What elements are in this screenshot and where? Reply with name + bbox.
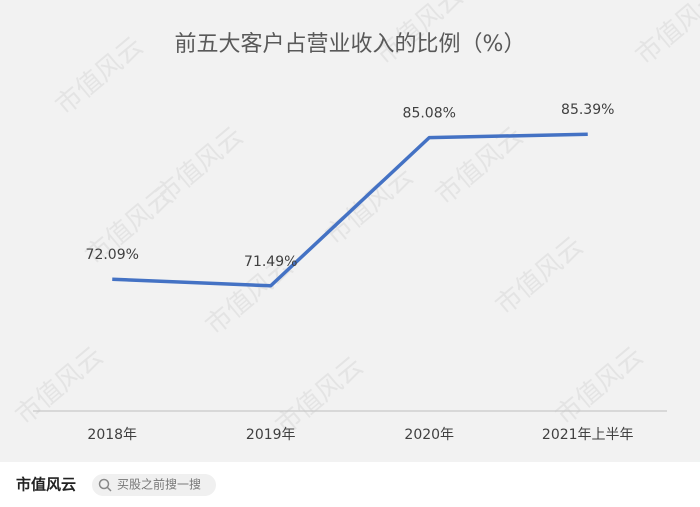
chart-title: 前五大客户占营业收入的比例（%）	[175, 32, 526, 57]
data-label: 85.39%	[561, 102, 614, 118]
search-box[interactable]	[92, 474, 216, 496]
data-label: 71.49%	[244, 254, 297, 270]
x-tick-label: 2018年	[87, 427, 137, 443]
chart-background	[0, 0, 700, 462]
brand-text: 市值风云	[16, 476, 76, 494]
x-tick-label: 2021年上半年	[542, 427, 634, 443]
search-icon-handle	[106, 486, 112, 492]
data-label: 72.09%	[86, 247, 139, 263]
brand-logo	[14, 473, 86, 497]
search-placeholder: 买股之前搜一搜	[117, 477, 201, 492]
search-icon	[98, 478, 110, 490]
data-label: 85.08%	[403, 106, 456, 122]
x-tick-label: 2020年	[404, 427, 454, 443]
x-tick-label: 2019年	[246, 427, 296, 443]
line	[112, 132, 588, 288]
